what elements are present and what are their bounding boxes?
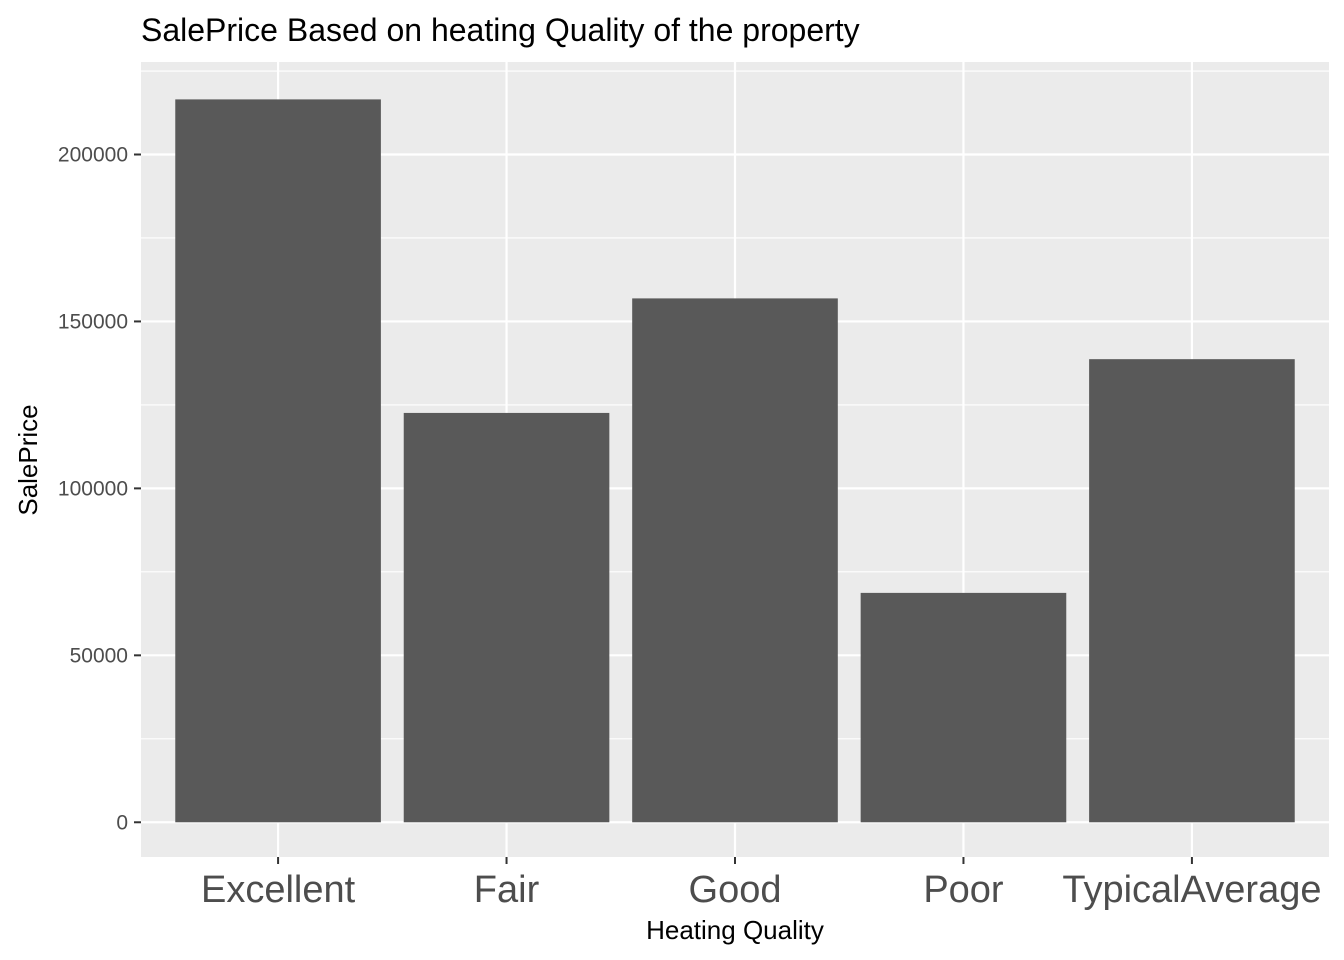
x-tick-label-typicalaverage: TypicalAverage (1062, 869, 1321, 911)
bar-poor (860, 592, 1067, 823)
y-axis-label: SalePrice (13, 404, 43, 515)
x-tick-label-fair: Fair (474, 869, 540, 911)
y-tick-label: 200000 (58, 143, 128, 166)
y-tick-label: 0 (116, 811, 128, 834)
x-tick-label-excellent: Excellent (201, 869, 356, 911)
bar-excellent (175, 99, 381, 823)
y-tick-label: 100000 (58, 477, 128, 500)
y-tick-label: 50000 (70, 644, 128, 667)
y-axis: 0 50000 100000 150000 200000 (58, 143, 141, 834)
bar-typicalaverage (1089, 359, 1295, 823)
x-tick-label-poor: Poor (923, 869, 1004, 911)
chart-title: SalePrice Based on heating Quality of th… (141, 12, 860, 48)
x-tick-label-good: Good (689, 869, 782, 911)
x-axis-label: Heating Quality (646, 915, 824, 945)
y-tick-label: 150000 (58, 310, 128, 333)
bar-good (632, 298, 838, 823)
bar-fair (403, 412, 610, 823)
x-axis: Excellent Fair Good Poor TypicalAverage (201, 857, 1321, 911)
bars (175, 99, 1295, 823)
